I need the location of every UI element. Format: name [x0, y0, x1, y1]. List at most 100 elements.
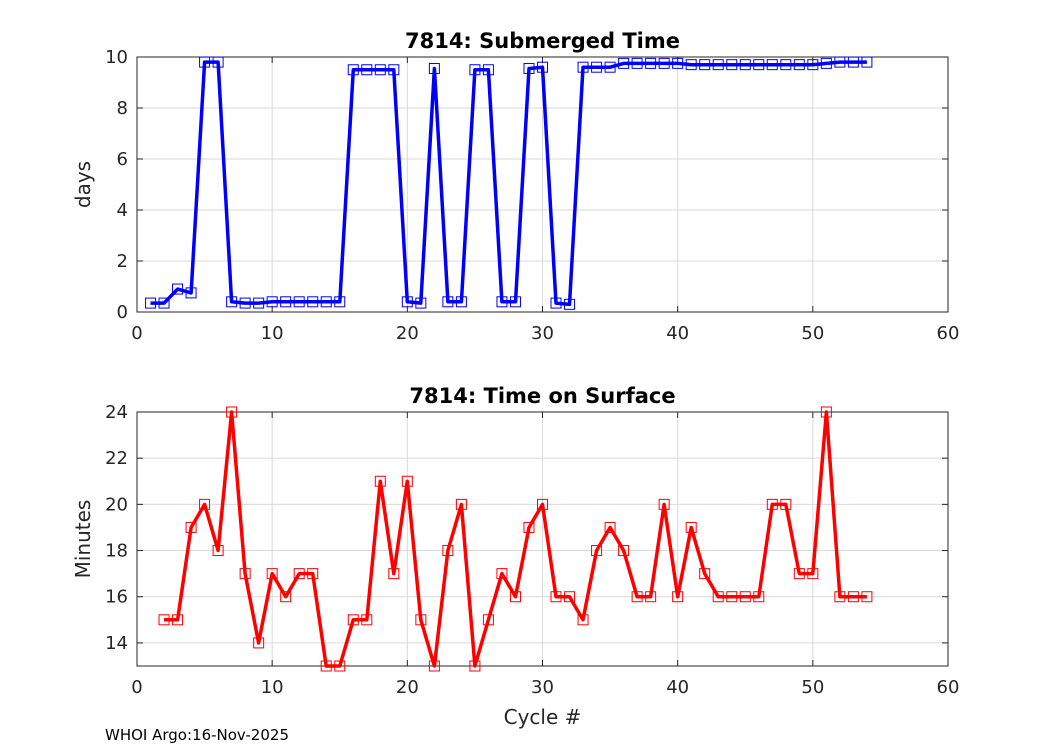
data-point-marker	[861, 591, 873, 603]
chart-title: 7814: Submerged Time	[405, 29, 680, 53]
data-point-marker	[401, 296, 413, 308]
data-point-marker	[726, 59, 738, 71]
y-tick-label: 20	[105, 494, 128, 515]
data-point-marker	[726, 591, 738, 603]
data-point-marker	[766, 498, 778, 510]
data-point-marker	[820, 57, 832, 69]
x-tick-label: 10	[261, 323, 284, 344]
data-point-marker	[618, 57, 630, 69]
data-point-marker	[374, 475, 386, 487]
data-point-marker	[509, 591, 521, 603]
y-tick-label: 4	[117, 200, 128, 221]
data-point-marker	[428, 62, 440, 74]
data-point-marker	[564, 591, 576, 603]
y-tick-label: 2	[117, 251, 128, 272]
data-point-marker	[226, 296, 238, 308]
data-point-marker	[469, 660, 481, 672]
data-point-marker	[239, 568, 251, 580]
data-point-marker	[158, 297, 170, 309]
data-point-marker	[482, 614, 494, 626]
data-point-marker	[766, 59, 778, 71]
data-point-marker	[347, 614, 359, 626]
data-point-marker	[334, 660, 346, 672]
data-point-marker	[442, 296, 454, 308]
x-tick-label: 40	[666, 677, 689, 698]
data-point-marker	[185, 521, 197, 533]
data-point-marker	[307, 296, 319, 308]
data-point-marker	[266, 296, 278, 308]
data-point-marker	[604, 61, 616, 73]
data-point-marker	[293, 568, 305, 580]
x-tick-label: 30	[531, 323, 554, 344]
y-tick-label: 8	[117, 98, 128, 119]
y-axis-label: days	[71, 161, 95, 208]
data-point-marker	[577, 614, 589, 626]
x-tick-label: 20	[396, 677, 419, 698]
data-point-marker	[793, 59, 805, 71]
data-point-marker	[658, 498, 670, 510]
data-point-marker	[807, 568, 819, 580]
x-axis-label: Cycle #	[504, 705, 582, 729]
data-point-marker	[293, 296, 305, 308]
data-point-marker	[523, 521, 535, 533]
x-tick-label: 50	[801, 323, 824, 344]
data-point-marker	[523, 62, 535, 74]
data-point-marker	[455, 296, 467, 308]
data-point-marker	[793, 568, 805, 580]
data-point-marker	[401, 475, 413, 487]
data-point-marker	[172, 614, 184, 626]
data-point-marker	[455, 498, 467, 510]
data-point-marker	[780, 59, 792, 71]
data-point-marker	[780, 498, 792, 510]
data-point-marker	[320, 296, 332, 308]
x-tick-label: 30	[531, 677, 554, 698]
data-point-marker	[347, 64, 359, 76]
data-point-marker	[482, 64, 494, 76]
data-point-marker	[753, 591, 765, 603]
data-point-marker	[712, 591, 724, 603]
series-line	[150, 60, 867, 307]
data-point-marker	[496, 568, 508, 580]
y-tick-label: 22	[105, 448, 128, 469]
data-point-marker	[739, 591, 751, 603]
data-point-marker	[361, 64, 373, 76]
data-point-marker	[820, 406, 832, 418]
footer-credit: WHOI Argo:16-Nov-2025	[105, 726, 289, 744]
data-point-marker	[645, 57, 657, 69]
data-point-marker	[591, 61, 603, 73]
data-point-marker	[685, 521, 697, 533]
data-point-marker	[847, 56, 859, 68]
data-point-marker	[672, 57, 684, 69]
data-point-marker	[699, 568, 711, 580]
data-point-marker	[239, 297, 251, 309]
data-point-marker	[253, 297, 265, 309]
data-point-marker	[753, 59, 765, 71]
y-tick-label: 16	[105, 587, 128, 608]
data-point-marker	[185, 287, 197, 299]
data-point-marker	[361, 614, 373, 626]
data-point-marker	[158, 614, 170, 626]
data-point-marker	[834, 56, 846, 68]
y-tick-label: 6	[117, 149, 128, 170]
data-point-marker	[591, 545, 603, 557]
data-point-marker	[266, 568, 278, 580]
data-point-marker	[415, 297, 427, 309]
time-on-surface-chart: 0 10 20 30 40 50 60 14 16 18 20 22 24 7814: Time on S…	[71, 384, 959, 729]
data-point-marker	[658, 57, 670, 69]
data-point-marker	[807, 59, 819, 71]
data-point-marker	[577, 61, 589, 73]
chart-title: 7814: Time on Surface	[409, 384, 675, 408]
data-point-marker	[631, 57, 643, 69]
data-point-marker	[631, 591, 643, 603]
x-tick-label: 60	[937, 323, 960, 344]
data-point-marker	[172, 283, 184, 295]
data-point-marker	[334, 296, 346, 308]
data-point-marker	[496, 296, 508, 308]
x-tick-label: 50	[801, 677, 824, 698]
data-point-marker	[645, 591, 657, 603]
data-point-marker	[699, 59, 711, 71]
data-point-marker	[212, 56, 224, 68]
data-point-marker	[672, 591, 684, 603]
data-point-marker	[212, 545, 224, 557]
